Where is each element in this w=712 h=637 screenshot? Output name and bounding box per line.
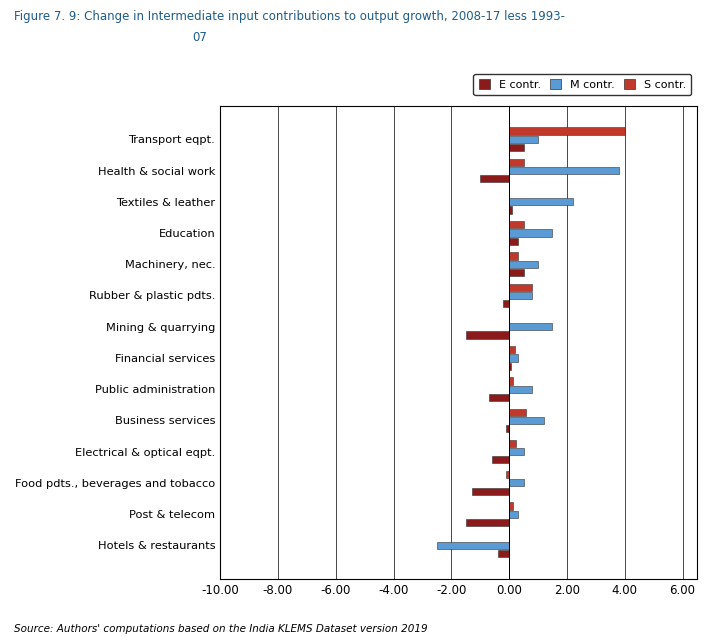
Bar (498, 550, 509, 557)
Bar (509, 238, 518, 245)
Bar (509, 229, 553, 236)
Bar (489, 394, 509, 401)
Text: Figure 7. 9: Change in Intermediate input contributions to output growth, 2008-1: Figure 7. 9: Change in Intermediate inpu… (14, 10, 565, 22)
Bar (506, 425, 509, 433)
Bar (437, 542, 509, 549)
Bar (509, 198, 572, 205)
Bar (509, 448, 523, 455)
Bar (509, 323, 553, 331)
Bar (509, 362, 511, 369)
Bar (509, 221, 523, 229)
Bar (466, 519, 509, 526)
Bar (466, 331, 509, 338)
Bar (509, 354, 518, 362)
Bar (509, 269, 523, 276)
Bar (509, 136, 538, 143)
Bar (471, 487, 509, 495)
Bar (509, 510, 518, 518)
Bar (509, 409, 526, 416)
Text: Source: Authors' computations based on the India KLEMS Dataset version 2019: Source: Authors' computations based on t… (14, 624, 428, 634)
Bar (509, 252, 518, 260)
Bar (509, 440, 516, 447)
Bar (509, 385, 533, 393)
Bar (509, 417, 544, 424)
Bar (509, 346, 515, 354)
Bar (509, 377, 513, 385)
Bar (509, 261, 538, 268)
Bar (480, 175, 509, 182)
Bar (509, 479, 523, 487)
Bar (509, 144, 523, 151)
Bar (509, 159, 523, 166)
Text: 07: 07 (192, 31, 207, 43)
Bar (509, 167, 619, 174)
Legend: E contr., M contr., S contr.: E contr., M contr., S contr. (473, 74, 691, 96)
Bar (509, 127, 624, 134)
Bar (509, 206, 512, 213)
Bar (503, 300, 509, 307)
Bar (492, 456, 509, 464)
Bar (509, 503, 513, 510)
Bar (509, 283, 533, 291)
Bar (509, 292, 533, 299)
Bar (506, 471, 509, 478)
